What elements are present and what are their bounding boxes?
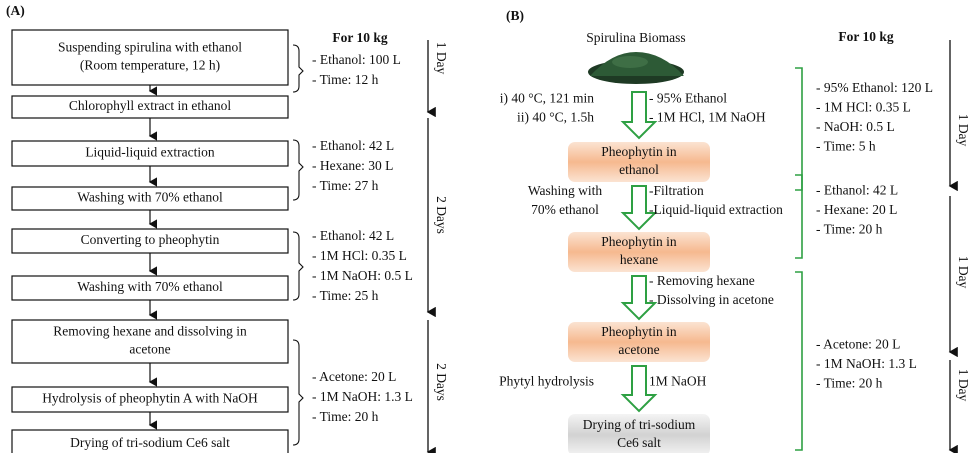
step-box	[11, 140, 289, 167]
param-text: - 1M NaOH: 1.3 L	[816, 356, 917, 371]
step-note: i) 40 °C, 121 min	[500, 91, 595, 106]
step-box	[568, 414, 710, 453]
param-text: - 1M NaOH: 1.3 L	[312, 389, 413, 404]
panel-label: (A)	[6, 3, 25, 18]
step-note: -Liquid-liquid extraction	[649, 202, 783, 217]
step-text: Hydrolysis of pheophytin A with NaOH	[42, 391, 258, 406]
step-text: acetone	[618, 342, 659, 357]
step-text: Drying of tri-sodium Ce6 salt	[70, 435, 230, 450]
step-note: Washing with	[528, 183, 603, 198]
step-box	[11, 429, 289, 453]
bracket	[292, 44, 304, 93]
param-text: - Ethanol: 42 L	[816, 183, 898, 198]
flow-arrow	[620, 91, 658, 140]
panel-label: (B)	[506, 8, 524, 23]
day-label: 2 Days	[434, 363, 449, 401]
step-box	[568, 232, 710, 272]
param-text: - Hexane: 30 L	[312, 158, 393, 173]
bracket	[292, 231, 304, 301]
step-text: Washing with 70% ethanol	[77, 279, 223, 294]
step-text: acetone	[129, 342, 170, 357]
step-box	[11, 275, 289, 301]
step-box	[568, 322, 710, 362]
biomass-image	[588, 52, 684, 84]
param-text: - Hexane: 20 L	[816, 202, 897, 217]
column-header: For 10 kg	[332, 30, 388, 45]
param-text: - Time: 20 h	[312, 409, 379, 424]
bracket	[795, 67, 803, 191]
param-text: - Time: 5 h	[816, 138, 876, 153]
flow-arrow	[620, 275, 658, 321]
source-label: Spirulina Biomass	[586, 30, 685, 45]
param-text: - Ethanol: 42 L	[312, 228, 394, 243]
param-text: - Ethanol: 42 L	[312, 138, 394, 153]
step-text: ethanol	[619, 162, 659, 177]
bracket	[795, 271, 803, 451]
step-note: -Filtration	[649, 183, 704, 198]
param-text: - Time: 25 h	[312, 288, 379, 303]
step-box	[568, 142, 710, 182]
param-text: - 95% Ethanol: 120 L	[816, 80, 933, 95]
param-text: - Acetone: 20 L	[312, 369, 396, 384]
step-note: - 1M HCl, 1M NaOH	[649, 110, 766, 125]
step-text: hexane	[620, 252, 658, 267]
step-box	[11, 29, 289, 86]
bracket	[795, 174, 803, 259]
step-note: - Dissolving in acetone	[649, 292, 774, 307]
param-text: - 1M NaOH: 0.5 L	[312, 268, 413, 283]
step-text: Liquid-liquid extraction	[85, 145, 215, 160]
step-text: Ce6 salt	[617, 435, 661, 450]
step-note: 70% ethanol	[531, 202, 599, 217]
step-text: Suspending spirulina with ethanol	[58, 40, 242, 55]
day-label: 1 Day	[434, 42, 449, 75]
step-text: Washing with 70% ethanol	[77, 190, 223, 205]
bracket	[292, 339, 304, 446]
step-note: Phytyl hydrolysis	[499, 374, 594, 389]
param-text: - 1M HCl: 0.35 L	[816, 99, 911, 114]
bracket	[292, 139, 304, 201]
step-note: - Removing hexane	[649, 273, 755, 288]
day-label: 1 Day	[956, 256, 969, 289]
step-text: Pheophytin in	[601, 144, 677, 159]
param-text: - Time: 27 h	[312, 178, 379, 193]
step-text: Drying of tri-sodium	[583, 417, 696, 432]
step-text: Pheophytin in	[601, 324, 677, 339]
param-text: - 1M HCl: 0.35 L	[312, 248, 407, 263]
step-note: 1M NaOH	[649, 374, 707, 389]
day-label: 1 Day	[956, 114, 969, 147]
step-box	[11, 386, 289, 413]
param-text: - Ethanol: 100 L	[312, 52, 401, 67]
param-text: - Acetone: 20 L	[816, 337, 900, 352]
step-text: Converting to pheophytin	[81, 232, 220, 247]
day-label: 1 Day	[956, 369, 969, 402]
flow-arrow	[620, 365, 658, 413]
param-text: - Time: 12 h	[312, 72, 379, 87]
step-text: (Room temperature, 12 h)	[80, 58, 220, 73]
step-note: - 95% Ethanol	[649, 91, 727, 106]
param-text: - NaOH: 0.5 L	[816, 119, 895, 134]
step-text: Chlorophyll extract in ethanol	[69, 98, 232, 113]
flow-arrow	[620, 185, 658, 231]
day-label: 2 Days	[434, 196, 449, 234]
column-header: For 10 kg	[838, 29, 894, 44]
param-text: - Time: 20 h	[816, 222, 883, 237]
step-text: Pheophytin in	[601, 234, 677, 249]
step-text: Removing hexane and dissolving in	[53, 324, 247, 339]
step-box	[11, 319, 289, 364]
step-note: ii) 40 °C, 1.5h	[517, 110, 594, 125]
param-text: - Time: 20 h	[816, 376, 883, 391]
